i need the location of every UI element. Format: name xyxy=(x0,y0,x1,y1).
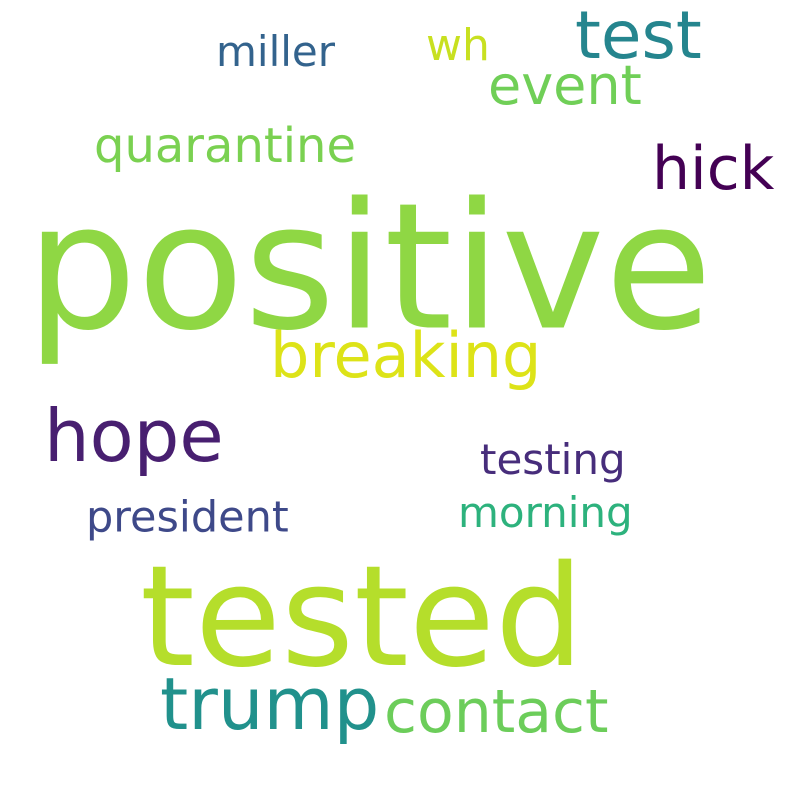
word-positive: positive xyxy=(26,166,713,370)
word-hope: hope xyxy=(44,394,224,478)
word-president: president xyxy=(86,492,289,543)
word-trump: trump xyxy=(160,662,380,746)
word-quarantine: quarantine xyxy=(94,118,356,174)
word-testing: testing xyxy=(480,435,626,484)
word-morning: morning xyxy=(458,488,633,537)
word-contact: contact xyxy=(384,677,609,747)
word-tested: tested xyxy=(140,536,584,699)
word-wh: wh xyxy=(426,20,490,71)
word-hick: hick xyxy=(652,134,775,204)
word-breaking: breaking xyxy=(270,319,542,392)
word-miller: miller xyxy=(216,27,336,76)
word-test: test xyxy=(575,0,702,74)
word-event: event xyxy=(488,54,642,117)
